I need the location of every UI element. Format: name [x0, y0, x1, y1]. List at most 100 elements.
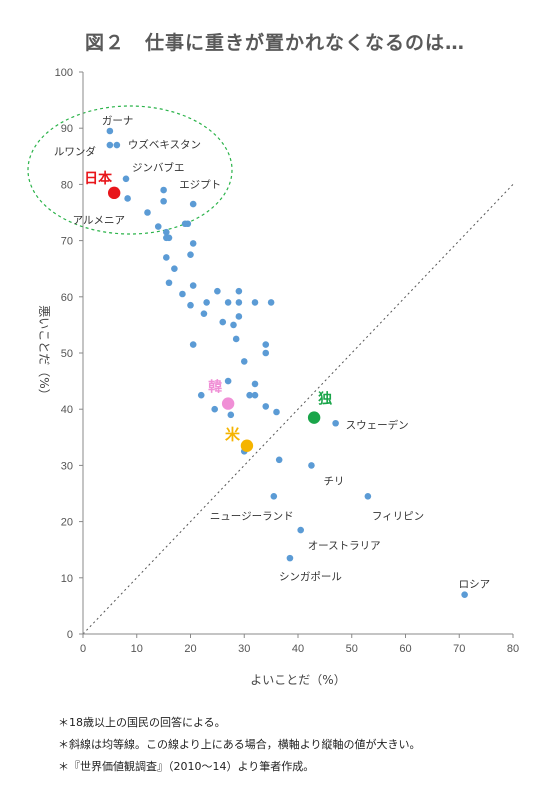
y-tick-label: 60 [61, 292, 73, 304]
labeled-data-point [286, 554, 294, 562]
y-tick-label: 80 [61, 179, 73, 191]
highlighted-data-point [107, 186, 121, 200]
y-tick-label: 30 [61, 460, 73, 472]
x-tick-label: 50 [346, 643, 358, 655]
x-tick-label: 30 [238, 643, 250, 655]
point-label: フィリピン [372, 510, 424, 522]
labeled-data-point [113, 141, 121, 149]
point-label: スウェーデン [346, 418, 409, 431]
point-label: ガーナ [102, 115, 134, 127]
labeled-data-point [461, 591, 468, 598]
data-point [165, 279, 173, 287]
data-point [235, 299, 243, 306]
data-point [273, 408, 280, 416]
point-label: ロシア [459, 579, 491, 591]
labeled-data-point [124, 195, 131, 202]
data-point [211, 405, 218, 413]
x-tick-label: 70 [453, 643, 465, 655]
cluster-highlight-ellipse [27, 105, 233, 235]
data-point [246, 391, 253, 399]
x-tick-label: 80 [507, 643, 519, 655]
x-tick-label: 60 [399, 643, 411, 655]
highlighted-point-label: 日本 [84, 170, 113, 187]
x-tick-label: 20 [184, 643, 196, 655]
data-point [267, 299, 275, 306]
data-point [200, 310, 208, 317]
highlighted-point-label: 独 [318, 391, 332, 408]
y-tick-label: 10 [61, 573, 73, 585]
data-point [214, 287, 221, 295]
y-tick-label: 100 [55, 67, 73, 79]
data-point [235, 287, 243, 295]
data-point [171, 265, 178, 273]
labeled-data-point [332, 419, 339, 427]
data-point [160, 186, 167, 194]
y-tick-label: 50 [61, 348, 73, 360]
labeled-data-point [106, 141, 114, 149]
data-point [262, 349, 270, 357]
data-point [189, 240, 197, 247]
point-label: オーストラリア [308, 540, 381, 552]
equality-line [82, 184, 514, 635]
data-point [184, 220, 192, 228]
data-point [227, 411, 235, 419]
data-point [262, 341, 270, 348]
data-point [251, 391, 259, 399]
data-point [251, 380, 259, 388]
note-2: ＊斜線は均等線。この線より上にある場合，横軸より縦軸の値が大きい。 [58, 738, 421, 751]
data-point [219, 318, 227, 326]
data-point [262, 403, 270, 410]
data-point [203, 299, 210, 306]
y-tick-label: 20 [61, 517, 73, 529]
highlighted-data-point [240, 439, 254, 452]
point-label: アルメニア [73, 214, 125, 226]
y-tick-label: 90 [61, 123, 73, 135]
highlighted-point-label: 米 [225, 426, 241, 444]
point-label: ニュージーランド [210, 510, 294, 522]
point-label: ウズベキスタン [128, 138, 201, 151]
data-point [240, 358, 248, 365]
point-label: エジプト [179, 179, 221, 191]
labeled-data-point [364, 493, 372, 500]
data-point [187, 301, 194, 309]
data-point [251, 299, 259, 306]
data-point [154, 223, 162, 230]
note-1: ＊18歳以上の国民の回答による。 [58, 716, 226, 729]
point-label: ルワンダ [54, 145, 96, 158]
note-3: ＊『世界価値観調査』（2010～14）より筆者作成。 [58, 760, 315, 773]
data-point [179, 290, 186, 298]
data-point [165, 234, 173, 242]
highlighted-point-label: 韓 [208, 379, 222, 396]
data-point [189, 341, 197, 348]
data-point [275, 456, 283, 464]
data-point [160, 197, 167, 205]
y-axis-label: 悪いことだ（%） [37, 305, 51, 400]
data-point [232, 335, 240, 343]
labeled-data-point [122, 175, 130, 183]
labeled-data-point [297, 526, 304, 534]
data-point [197, 391, 205, 399]
data-point [163, 228, 170, 236]
x-tick-label: 40 [292, 643, 304, 655]
labeled-data-point [270, 493, 278, 500]
x-tick-label: 0 [80, 643, 86, 655]
x-tick-label: 10 [131, 643, 143, 655]
data-point [189, 282, 197, 289]
data-point [235, 313, 243, 320]
highlighted-data-point [221, 397, 235, 410]
highlighted-data-point [307, 411, 321, 424]
data-point [144, 209, 151, 216]
chart-title: 図２ 仕事に重きが置かれなくなるのは… [84, 32, 465, 54]
y-tick-label: 70 [61, 236, 73, 248]
labeled-data-point [106, 127, 114, 135]
point-label: ジンバブエ [132, 161, 185, 174]
x-axis-label: よいことだ（%） [250, 673, 345, 687]
point-label: シンガポール [279, 571, 342, 583]
y-tick-label: 0 [67, 629, 73, 641]
data-point [187, 251, 194, 258]
data-point [230, 321, 237, 329]
y-tick-label: 40 [61, 404, 73, 416]
data-point [224, 377, 232, 385]
data-point [224, 299, 232, 306]
